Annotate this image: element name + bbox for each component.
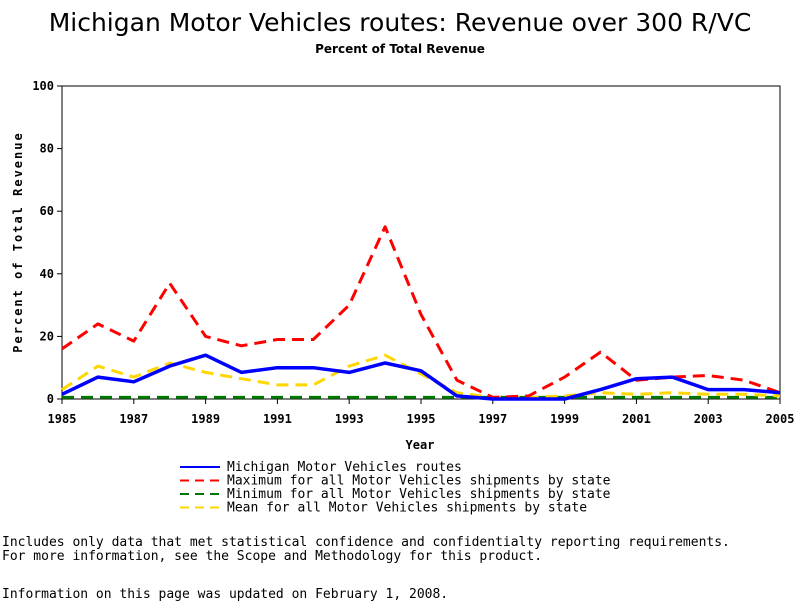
x-tick-label: 1989 — [191, 412, 220, 426]
x-axis-title: Year — [406, 438, 435, 452]
legend-label-1: Maximum for all Motor Vehicles shipments… — [227, 474, 611, 489]
x-tick-label: 1985 — [48, 412, 77, 426]
x-tick-label: 1995 — [407, 412, 436, 426]
x-tick-label: 1997 — [478, 412, 507, 426]
x-tick-label: 1993 — [335, 412, 364, 426]
chart-title: Michigan Motor Vehicles routes: Revenue … — [49, 8, 752, 37]
series-layer — [61, 225, 781, 401]
x-tick-label: 1999 — [550, 412, 579, 426]
y-tick-label: 60 — [40, 204, 54, 218]
y-tick-label: 100 — [32, 79, 54, 93]
x-tick-label: 1987 — [119, 412, 148, 426]
footnote-methodology: For more information, see the Scope and … — [2, 549, 543, 564]
y-tick-label: 80 — [40, 142, 54, 156]
chart-subtitle: Percent of Total Revenue — [315, 42, 485, 56]
x-axis: 1985 1987 1989 1991 1993 1995 1997 1999 2001 2003… — [48, 399, 795, 426]
y-tick-label: 40 — [40, 267, 54, 281]
legend-label-0: Michigan Motor Vehicles routes — [227, 460, 462, 475]
line-chart: Michigan Motor Vehicles routes: Revenue … — [11, 8, 795, 516]
series-line-0 — [61, 353, 781, 401]
footnote-confidence: Includes only data that met statistical … — [2, 535, 730, 550]
x-tick-label: 2005 — [766, 412, 795, 426]
x-tick-label: 1991 — [263, 412, 292, 426]
y-axis: 0 20 40 60 80 100 — [32, 79, 62, 406]
y-axis-title: Percent of Total Revenue — [11, 131, 25, 352]
plot-area-frame — [61, 85, 781, 400]
y-tick-label: 20 — [40, 329, 54, 343]
legend-label-3: Mean for all Motor Vehicles shipments by… — [227, 501, 587, 516]
footnote-updated: Information on this page was updated on … — [2, 587, 449, 602]
legend-label-2: Minimum for all Motor Vehicles shipments… — [227, 487, 611, 502]
x-tick-label: 2001 — [622, 412, 651, 426]
y-tick-label: 0 — [47, 392, 54, 406]
series-line-3 — [61, 353, 781, 399]
x-tick-label: 2003 — [694, 412, 723, 426]
